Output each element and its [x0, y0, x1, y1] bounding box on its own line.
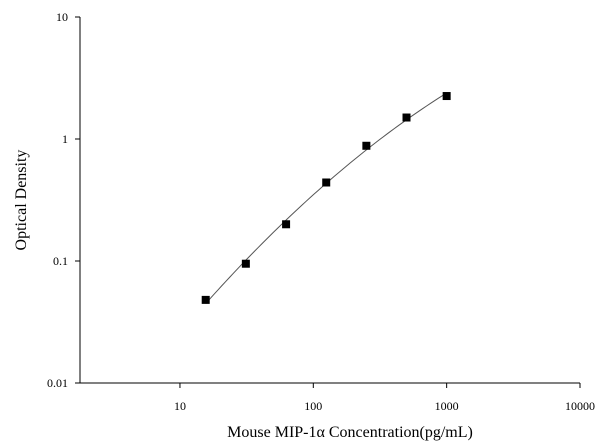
ticks [75, 16, 581, 388]
fit-curve-line [205, 92, 447, 304]
y-tick-label: 0.01 [47, 376, 68, 390]
axes [79, 17, 580, 384]
x-tick-label: 10000 [565, 399, 595, 413]
x-tick-label: 1000 [435, 399, 459, 413]
tick-labels: 10 100 1000 10000 0.01 0.1 1 10 [47, 10, 595, 413]
x-tick-label: 100 [304, 399, 322, 413]
x-tick-label: 10 [174, 399, 186, 413]
data-point-marker [322, 178, 331, 187]
y-axis-title: Optical Density [13, 150, 30, 251]
data-point-marker [442, 92, 451, 101]
y-tick-label: 1 [62, 132, 68, 146]
data-point-marker [362, 141, 371, 150]
data-point-marker [201, 295, 210, 304]
x-axis-title: Mouse MIP-1α Concentration(pg/mL) [227, 424, 473, 441]
data-point-marker [282, 220, 291, 229]
data-point-marker [402, 113, 411, 122]
y-tick-label: 0.1 [53, 254, 68, 268]
data-point-marker [241, 259, 250, 268]
data-markers [201, 92, 451, 304]
y-tick-label: 10 [56, 10, 68, 24]
